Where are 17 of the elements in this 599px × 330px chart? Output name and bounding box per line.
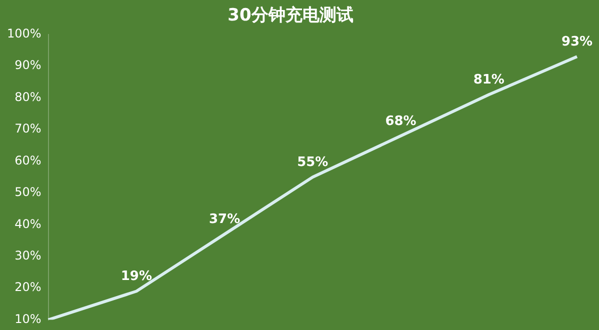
y-tick-label: 10% xyxy=(14,312,42,326)
y-tick-label: 80% xyxy=(14,90,42,104)
text: 81% xyxy=(473,72,504,88)
y-tick-label: 100% xyxy=(6,26,42,41)
y-tick-label: 30% xyxy=(14,248,42,263)
y-tick-label: 20% xyxy=(14,280,42,294)
text: 93% xyxy=(561,34,593,50)
text: 37% xyxy=(208,212,240,228)
y-tick-label: 90% xyxy=(14,58,42,72)
y-tick-label: 40% xyxy=(14,216,42,231)
text: 68% xyxy=(385,114,416,129)
y-tick-label: 60% xyxy=(14,153,42,168)
text: 19% xyxy=(120,269,152,284)
y-tick-label: 50% xyxy=(14,185,42,200)
y-tick-label: 70% xyxy=(14,122,42,136)
text: 55% xyxy=(297,154,328,170)
chart-title: 30分钟充电测试 xyxy=(228,6,354,26)
